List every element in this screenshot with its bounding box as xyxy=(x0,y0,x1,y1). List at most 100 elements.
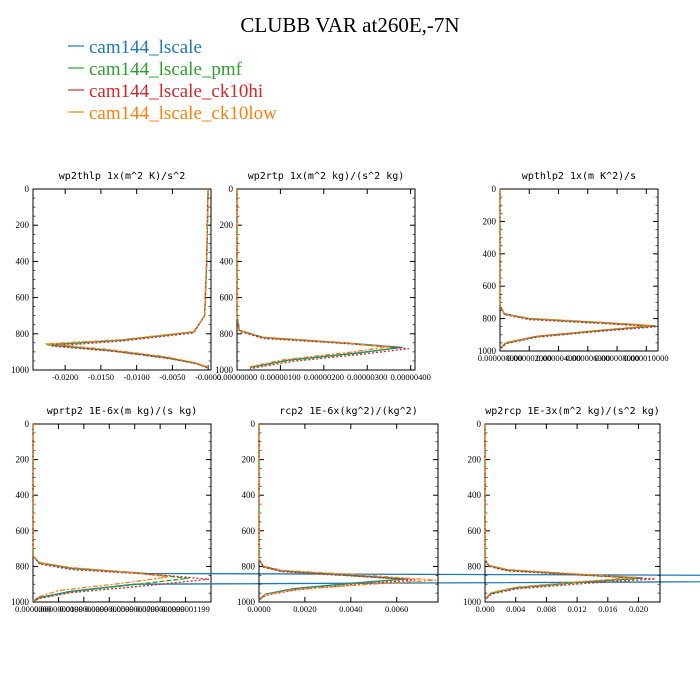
panel-title: wp2thlp 1x(m^2 K)/s^2 xyxy=(59,171,185,182)
x-tick-label: 0.0060 xyxy=(385,604,408,614)
series-line-3 xyxy=(499,189,653,349)
x-tick-label: 0.0000000399 xyxy=(59,604,108,614)
x-tick-label: -0.0050 xyxy=(159,372,185,382)
series-line-2 xyxy=(236,189,410,370)
y-tick-label: 400 xyxy=(468,490,482,500)
y-tick-label: 800 xyxy=(483,314,497,324)
series-line-3 xyxy=(484,424,638,600)
y-tick-label: 600 xyxy=(242,526,256,536)
panel-2: wpthlp2 1x(m K^2)/s020040060080010000.00… xyxy=(478,171,669,363)
y-tick-label: 800 xyxy=(468,561,482,571)
panel-title: wp2rcp 1E-3x(m^2 kg)/(s^2 kg) xyxy=(485,406,660,417)
x-tick-label: 0.008 xyxy=(537,604,556,614)
y-tick-label: 400 xyxy=(242,490,256,500)
legend-label-3: cam144_lscale_ck10low xyxy=(89,103,277,124)
x-tick-label: 0.000002000 xyxy=(507,353,552,363)
y-tick-label: 0 xyxy=(25,419,30,429)
x-tick-label: 0.0000000999 xyxy=(136,604,185,614)
series-line-3 xyxy=(32,424,169,602)
x-tick-label: 0.000006000 xyxy=(565,353,610,363)
legend-label-0: cam144_lscale xyxy=(89,37,202,58)
legend-label-2: cam144_lscale_ck10hi xyxy=(89,81,263,102)
y-tick-label: 800 xyxy=(16,329,30,339)
series-line-1 xyxy=(258,424,405,601)
y-tick-label: 200 xyxy=(16,220,30,230)
x-tick-label: 0.0000001199 xyxy=(161,604,210,614)
y-tick-label: 1000 xyxy=(11,365,30,375)
y-tick-label: 0 xyxy=(25,184,30,194)
x-tick-label: -0.0150 xyxy=(88,372,114,382)
panel-5: wp2rcp 1E-3x(m^2 kg)/(s^2 kg)0 200 400 600 8… xyxy=(463,406,661,614)
y-tick-label: 1000 xyxy=(463,597,482,607)
x-tick-label: 0.000004000 xyxy=(536,353,581,363)
x-tick-label: 0.0000000799 xyxy=(110,604,159,614)
panel-title: wprtp2 1E-6x(m kg)/(s kg) xyxy=(47,406,198,417)
panel-3: wprtp2 1E-6x(m kg)/(s kg) 0 200 400 600 800 10… xyxy=(11,406,700,614)
x-tick-label: -0.0000 xyxy=(195,372,221,382)
x-tick-label: 0.00000400 xyxy=(390,372,430,382)
x-tick-label: 0.00000300 xyxy=(347,372,387,382)
panel-title: wp2rtp 1x(m^2 kg)/(s^2 kg) xyxy=(248,171,405,182)
plot-frame xyxy=(32,188,212,371)
y-tick-label: 200 xyxy=(483,216,497,226)
x-tick-label: 0.000 xyxy=(475,604,494,614)
series-line-2 xyxy=(51,188,209,369)
x-tick-label: 0.020 xyxy=(629,604,648,614)
panel-4: rcp2 1E-6x(kg^2)/(kg^2) 0 200 400 600 800 1000… xyxy=(237,406,439,614)
series-line-3 xyxy=(44,188,209,368)
y-tick-label: 200 xyxy=(242,455,256,465)
legend-label-1: cam144_lscale_pmf xyxy=(89,59,243,80)
y-tick-label: 1000 xyxy=(11,597,30,607)
y-tick-label: 800 xyxy=(242,561,256,571)
y-tick-label: 600 xyxy=(483,281,497,291)
y-tick-label: 800 xyxy=(16,561,30,571)
y-tick-label: 1000 xyxy=(215,365,234,375)
y-tick-label: 1000 xyxy=(478,346,497,356)
x-tick-label: 0.00000200 xyxy=(304,372,344,382)
series-line-0 xyxy=(32,424,700,602)
x-tick-label: 0.00000000 xyxy=(217,372,257,382)
plot-frame xyxy=(499,188,659,352)
x-tick-label: -0.0200 xyxy=(52,372,78,382)
panel-title: wpthlp2 1x(m K^2)/s xyxy=(522,171,636,182)
series-line-3 xyxy=(258,424,437,600)
x-tick-label: 0.012 xyxy=(568,604,587,614)
panels: wp2thlp 1x(m^2 K)/s^202004006008001000-0… xyxy=(11,171,700,614)
x-tick-label: 0.004 xyxy=(506,604,526,614)
y-tick-label: 0 xyxy=(477,419,482,429)
series-line-2 xyxy=(32,424,210,603)
y-tick-label: 600 xyxy=(468,526,482,536)
x-tick-label: 0.000000000 xyxy=(478,353,523,363)
y-tick-label: 800 xyxy=(220,329,234,339)
y-tick-label: 0 xyxy=(251,419,256,429)
panel-1: wp2rtp 1x(m^2 kg)/(s^2 kg) 0 200 400 600 800 1… xyxy=(215,171,431,382)
y-tick-label: 600 xyxy=(16,293,30,303)
x-tick-label: 0.000010000 xyxy=(624,353,669,363)
x-tick-label: 0.016 xyxy=(598,604,617,614)
x-tick-label: 0.0000000 xyxy=(15,604,51,614)
x-tick-label: 0.0020 xyxy=(293,604,316,614)
panel-0: wp2thlp 1x(m^2 K)/s^2 0 200 400 600 800 1000 -0… xyxy=(11,171,221,382)
x-tick-label: 0.00000100 xyxy=(260,372,300,382)
y-tick-label: 200 xyxy=(468,455,482,465)
y-tick-label: 600 xyxy=(16,526,30,536)
x-tick-label: 0.0000000199 xyxy=(34,604,83,614)
y-tick-label: 400 xyxy=(483,249,497,259)
y-tick-label: 200 xyxy=(220,220,234,230)
y-tick-label: 1000 xyxy=(237,597,256,607)
y-tick-label: 600 xyxy=(220,293,234,303)
y-tick-label: 200 xyxy=(16,455,30,465)
x-tick-label: 0.000008000 xyxy=(595,353,640,363)
y-tick-label: 0 xyxy=(492,184,497,194)
y-tick-label: 0 xyxy=(229,184,234,194)
x-tick-label: -0.0100 xyxy=(124,372,150,382)
legend: cam144_lscale cam144_lscale_pmf cam144_l… xyxy=(68,37,277,124)
y-tick-label: 400 xyxy=(220,256,234,266)
figure-title: CLUBB VAR at260E,-7N xyxy=(240,13,459,37)
x-tick-label: 0.0000000599 xyxy=(85,604,134,614)
panel-title: rcp2 1E-6x(kg^2)/(kg^2) xyxy=(279,406,417,417)
y-tick-label: 400 xyxy=(16,490,30,500)
x-tick-label: 0.0000 xyxy=(247,604,270,614)
series-line-3 xyxy=(236,189,390,368)
